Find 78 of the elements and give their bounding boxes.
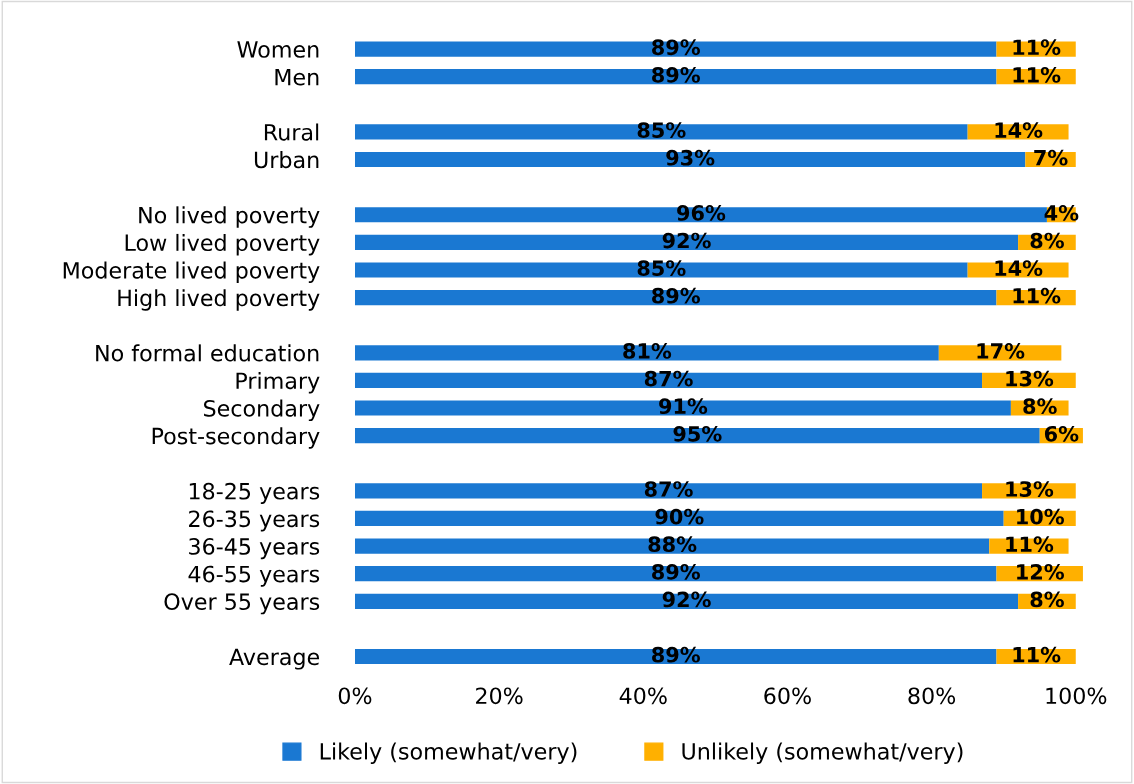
- data-label: 14%: [995, 122, 1043, 138]
- data-label: 88%: [648, 536, 697, 553]
- x-tick-label: 0%: [338, 687, 372, 705]
- bar: [354, 289, 997, 306]
- data-label: 7%: [1034, 149, 1068, 166]
- y-tick-label: Women: [237, 41, 319, 58]
- data-label: 13%: [1006, 370, 1054, 387]
- y-tick-label: No formal education: [96, 344, 319, 362]
- data-label: 92%: [662, 591, 711, 608]
- data-label: 87%: [644, 370, 693, 387]
- y-tick-label: 26-35 years: [189, 510, 320, 532]
- data-label: 14%: [995, 260, 1043, 277]
- x-tick-label: 100%: [1046, 687, 1107, 705]
- y-tick-label: Secondary: [203, 399, 320, 422]
- data-label: 89%: [652, 39, 700, 56]
- data-label: 12%: [1017, 563, 1064, 580]
- bar: [354, 483, 983, 499]
- data-label: 89%: [652, 646, 700, 663]
- data-label: 13%: [1006, 481, 1054, 497]
- data-label: 92%: [662, 232, 711, 249]
- y-tick-label: 36-45 years: [189, 538, 320, 560]
- data-label: 11%: [1013, 66, 1061, 83]
- data-label: 85%: [637, 122, 686, 138]
- data-label: 90%: [655, 508, 704, 525]
- bar: [354, 510, 1004, 527]
- data-label: 96%: [677, 205, 726, 221]
- data-label: 11%: [1013, 287, 1061, 304]
- data-label: 91%: [659, 398, 708, 415]
- data-label: 95%: [673, 425, 722, 442]
- y-tick-label: High lived poverty: [118, 289, 320, 311]
- y-tick-label: Urban: [254, 151, 319, 169]
- data-label: 89%: [652, 563, 700, 580]
- y-tick-label: 18-25 years: [189, 482, 320, 504]
- y-tick-label: Over 55 years: [164, 593, 320, 615]
- x-tick-label: 80%: [908, 687, 956, 705]
- data-label: 11%: [1006, 536, 1054, 553]
- x-tick-label: 20%: [476, 687, 523, 705]
- legend-label: Likely (somewhat/very): [320, 742, 577, 764]
- data-label: 8%: [1023, 398, 1057, 415]
- y-tick-label: Rural: [264, 123, 319, 141]
- y-tick-label: 46-55 years: [188, 565, 320, 587]
- data-label: 10%: [1017, 508, 1064, 525]
- bar: [354, 593, 1019, 609]
- bar: [354, 400, 1011, 416]
- bar: [354, 648, 997, 665]
- data-label: 6%: [1044, 425, 1079, 442]
- y-tick-label: No lived poverty: [139, 206, 320, 228]
- y-tick-label: Primary: [236, 371, 320, 394]
- data-label: 8%: [1030, 232, 1064, 249]
- x-tick-label: 40%: [619, 687, 667, 705]
- data-label: 17%: [977, 343, 1025, 359]
- data-label: 89%: [652, 287, 700, 304]
- bar: [354, 538, 990, 554]
- y-tick-label: Moderate lived poverty: [63, 261, 320, 284]
- bar: [354, 262, 968, 278]
- data-label: 89%: [652, 66, 700, 83]
- bar: [354, 151, 1026, 168]
- y-tick-label: Average: [229, 648, 320, 670]
- bar: [354, 41, 997, 57]
- data-label: 11%: [1013, 39, 1061, 56]
- y-tick-label: Low lived poverty: [125, 233, 320, 256]
- bar: [354, 428, 1040, 444]
- bar: [354, 69, 997, 85]
- y-tick-label: Men: [275, 68, 319, 86]
- bar: [354, 566, 997, 582]
- data-label: 81%: [623, 343, 672, 359]
- bar: [354, 372, 983, 388]
- data-label: 11%: [1013, 646, 1061, 663]
- data-label: 87%: [644, 481, 693, 497]
- y-tick-label: Post-secondary: [152, 427, 320, 449]
- data-label: 85%: [637, 260, 686, 277]
- bar: [354, 345, 939, 361]
- x-tick-label: 60%: [764, 687, 811, 705]
- bar: [354, 124, 968, 140]
- bar: [354, 234, 1019, 250]
- data-label: 8%: [1030, 591, 1064, 608]
- legend-label: Unlikely (somewhat/very): [682, 742, 963, 764]
- data-label: 93%: [666, 149, 715, 166]
